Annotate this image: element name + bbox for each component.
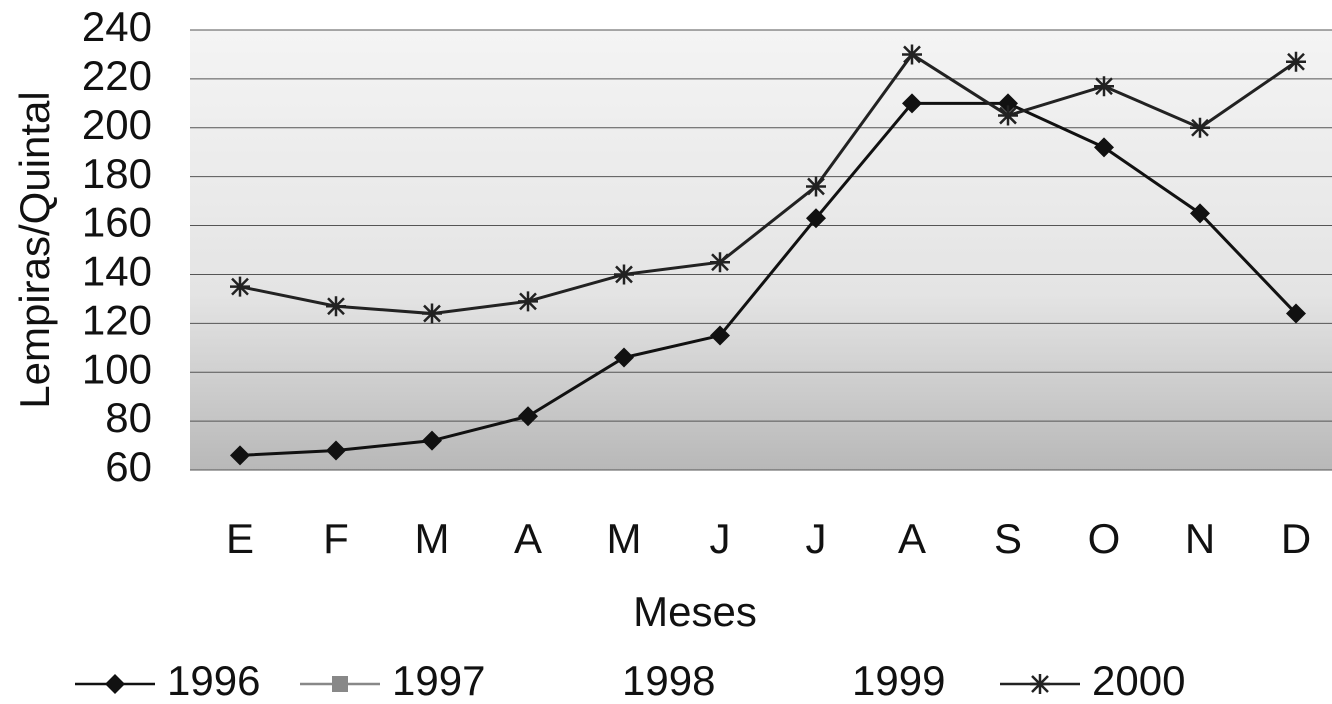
x-tick-label: S bbox=[994, 515, 1022, 562]
point bbox=[518, 291, 538, 312]
point bbox=[710, 325, 730, 346]
legend-label: 2000 bbox=[1092, 657, 1185, 704]
series-line bbox=[239, 101, 1298, 457]
point bbox=[1190, 203, 1210, 224]
point bbox=[1286, 51, 1306, 72]
y-tick-label: 160 bbox=[82, 199, 152, 246]
x-tick-label: D bbox=[1281, 515, 1311, 562]
y-tick-label: 120 bbox=[82, 296, 152, 343]
x-tick-label: J bbox=[710, 515, 731, 562]
legend-marker bbox=[105, 674, 125, 694]
point bbox=[326, 440, 346, 461]
point bbox=[806, 176, 826, 197]
point bbox=[422, 430, 442, 451]
y-tick-label: 180 bbox=[82, 150, 152, 197]
y-tick-label: 220 bbox=[82, 52, 152, 99]
x-tick-label: O bbox=[1088, 515, 1121, 562]
point bbox=[614, 347, 634, 368]
legend-label: 1998 bbox=[622, 657, 715, 704]
point bbox=[1286, 303, 1306, 324]
point bbox=[1094, 76, 1114, 97]
legend-marker bbox=[332, 676, 348, 692]
x-tick-label: A bbox=[514, 515, 542, 562]
x-tick-label: A bbox=[898, 515, 926, 562]
point bbox=[902, 44, 922, 65]
y-tick-label: 140 bbox=[82, 248, 152, 295]
legend-label: 1999 bbox=[852, 657, 945, 704]
point bbox=[710, 252, 730, 273]
point bbox=[998, 93, 1018, 114]
x-axis-label: Meses bbox=[633, 588, 757, 635]
point bbox=[422, 303, 442, 324]
plot-background bbox=[190, 30, 1332, 470]
point bbox=[518, 406, 538, 427]
y-axis-label: Lempiras/Quintal bbox=[11, 91, 58, 408]
point bbox=[1094, 137, 1114, 158]
x-tick-label: F bbox=[323, 515, 349, 562]
point bbox=[998, 105, 1018, 126]
point bbox=[902, 93, 922, 114]
series-line bbox=[239, 52, 1297, 316]
point bbox=[614, 264, 634, 285]
y-tick-label: 200 bbox=[82, 101, 152, 148]
point bbox=[230, 445, 250, 466]
y-tick-label: 240 bbox=[82, 3, 152, 50]
point bbox=[326, 296, 346, 317]
point bbox=[806, 208, 826, 229]
legend-marker bbox=[1030, 674, 1050, 694]
y-tick-label: 80 bbox=[105, 394, 152, 441]
x-tick-label: M bbox=[607, 515, 642, 562]
legend-label: 1996 bbox=[167, 657, 260, 704]
x-tick-label: M bbox=[415, 515, 450, 562]
point bbox=[230, 276, 250, 297]
y-tick-label: 100 bbox=[82, 345, 152, 392]
legend-label: 1997 bbox=[392, 657, 485, 704]
point bbox=[1190, 117, 1210, 138]
x-tick-label: N bbox=[1185, 515, 1215, 562]
x-tick-label: E bbox=[226, 515, 254, 562]
y-tick-label: 60 bbox=[105, 443, 152, 490]
x-tick-label: J bbox=[806, 515, 827, 562]
